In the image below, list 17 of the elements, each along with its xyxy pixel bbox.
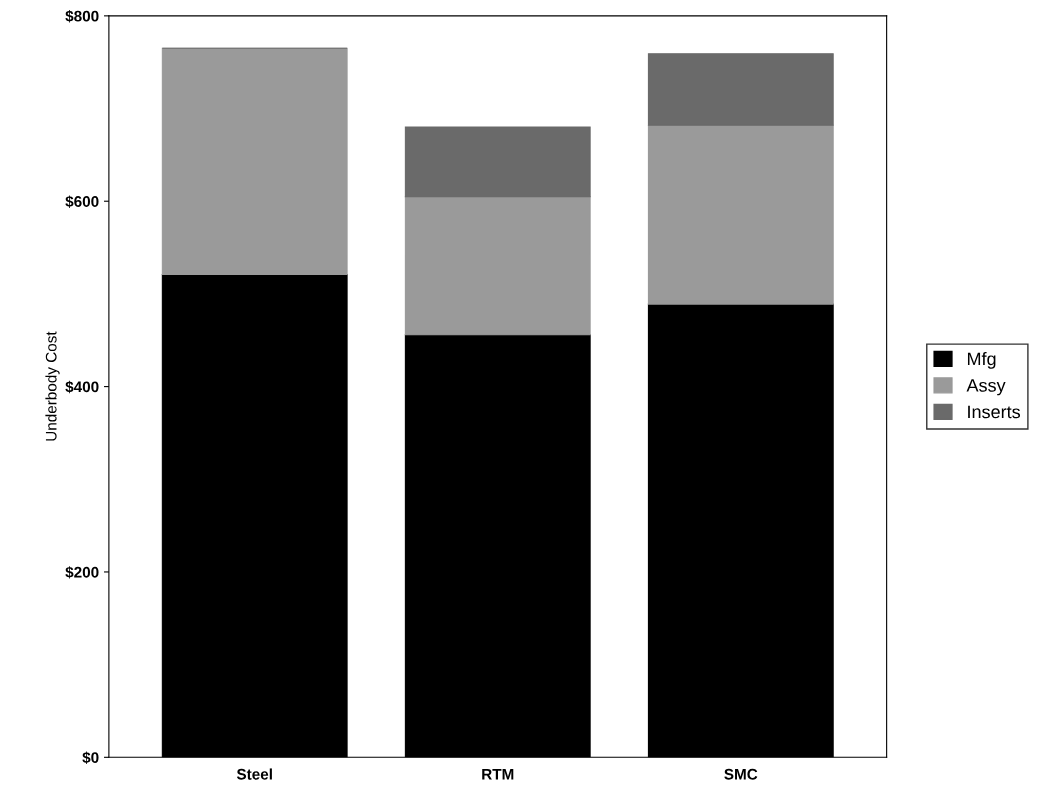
bar <box>647 124 834 305</box>
x-tick-label: SMC <box>724 768 758 780</box>
bar <box>404 126 591 198</box>
bar <box>647 53 834 126</box>
y-axis-title: Underbody Cost <box>45 331 60 441</box>
y-tick-label: $600 <box>65 195 99 208</box>
legend-label: Mfg <box>967 352 996 369</box>
legend-label: Assy <box>966 379 1006 396</box>
x-tick-label: RTM <box>482 768 514 780</box>
y-tick-label: $0 <box>82 751 99 764</box>
bar <box>404 196 591 336</box>
y-tick-label: $200 <box>65 566 99 579</box>
bar <box>161 47 348 275</box>
y-tick-label: $400 <box>65 380 99 394</box>
x-tick-label: Steel <box>236 768 272 780</box>
legend-label: Inserts <box>968 405 1021 419</box>
y-tick-label: $800 <box>65 10 99 23</box>
